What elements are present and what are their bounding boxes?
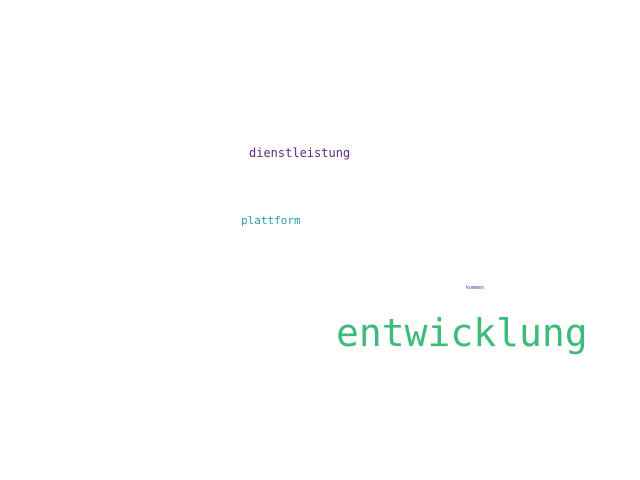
- word-kommen: kommen: [466, 285, 485, 291]
- word-dienstleistung: dienstleistung: [249, 146, 351, 160]
- word-plattform: plattform: [241, 214, 301, 227]
- word-entwicklung: entwicklung: [336, 311, 588, 355]
